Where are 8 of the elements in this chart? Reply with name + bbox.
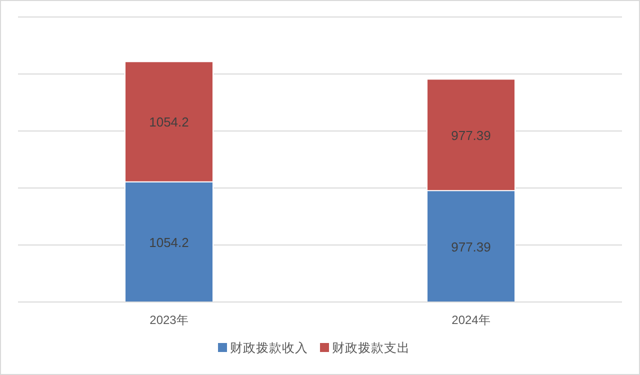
legend-label: 财政拨款支出 xyxy=(332,341,410,355)
data-label: 1054.2 xyxy=(149,114,189,130)
data-label: 1054.2 xyxy=(149,234,189,250)
x-tick-label: 2023年 xyxy=(150,313,188,327)
data-label: 977.39 xyxy=(451,128,491,143)
x-tick-label: 2024年 xyxy=(452,313,490,327)
legend-label: 财政拨款收入 xyxy=(230,341,308,355)
data-label: 977.39 xyxy=(451,239,491,254)
